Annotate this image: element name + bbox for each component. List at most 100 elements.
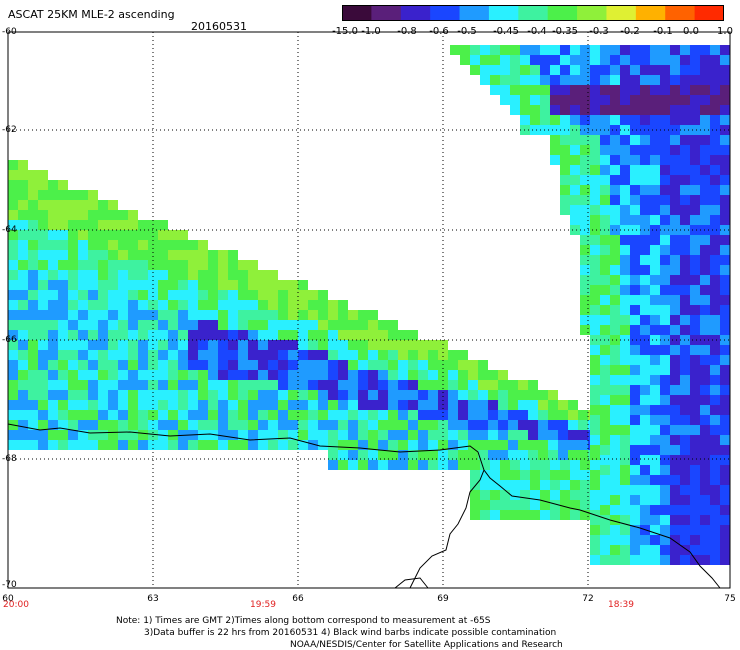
swath-pixel xyxy=(710,195,720,205)
swath-pixel xyxy=(488,400,498,410)
swath-pixel xyxy=(700,345,710,355)
swath-pixel xyxy=(368,430,378,440)
swath-pixel xyxy=(630,455,640,465)
swath-pixel xyxy=(378,460,388,470)
swath-pixel xyxy=(18,410,28,420)
swath-pixel xyxy=(620,55,630,65)
swath-pixel xyxy=(670,145,680,155)
swath-pixel xyxy=(278,420,288,430)
swath-pixel xyxy=(590,375,600,385)
swath-pixel xyxy=(148,250,158,260)
swath-pixel xyxy=(710,375,720,385)
swath-pixel xyxy=(640,245,650,255)
swath-pixel xyxy=(660,505,670,515)
swath-pixel xyxy=(458,410,468,420)
swath-pixel xyxy=(710,255,720,265)
swath-pixel xyxy=(68,320,78,330)
swath-pixel xyxy=(680,275,690,285)
swath-pixel xyxy=(268,370,278,380)
swath-pixel xyxy=(490,500,500,510)
swath-pixel xyxy=(368,450,378,460)
swath-pixel xyxy=(560,75,570,85)
swath-pixel xyxy=(238,440,248,450)
swath-pixel xyxy=(650,405,660,415)
swath-pixel xyxy=(268,290,278,300)
swath-pixel xyxy=(308,430,318,440)
swath-pixel xyxy=(570,215,580,225)
swath-pixel xyxy=(88,440,98,450)
swath-pixel xyxy=(168,400,178,410)
swath-pixel xyxy=(580,45,590,55)
swath-pixel xyxy=(108,370,118,380)
swath-pixel xyxy=(610,375,620,385)
swath-pixel xyxy=(490,490,500,500)
swath-pixel xyxy=(720,545,730,555)
swath-pixel xyxy=(238,400,248,410)
swath-pixel xyxy=(448,450,458,460)
swath-pixel xyxy=(498,430,508,440)
swath-pixel xyxy=(38,170,48,180)
swath-pixel xyxy=(48,390,58,400)
swath-pixel xyxy=(308,410,318,420)
swath-pixel xyxy=(158,410,168,420)
swath-pixel xyxy=(620,245,630,255)
swath-pixel xyxy=(108,390,118,400)
swath-pixel xyxy=(640,185,650,195)
swath-pixel xyxy=(348,410,358,420)
swath-pixel xyxy=(710,465,720,475)
swath-pixel xyxy=(278,410,288,420)
swath-pixel xyxy=(660,415,670,425)
swath-pixel xyxy=(28,310,38,320)
swath-pixel xyxy=(600,305,610,315)
swath-pixel xyxy=(448,440,458,450)
swath-pixel xyxy=(710,265,720,275)
swath-pixel xyxy=(248,290,258,300)
swath-pixel xyxy=(48,380,58,390)
swath-pixel xyxy=(620,365,630,375)
swath-pixel xyxy=(670,115,680,125)
swath-pixel xyxy=(590,315,600,325)
swath-pixel xyxy=(338,370,348,380)
swath-pixel xyxy=(118,290,128,300)
swath-pixel xyxy=(680,265,690,275)
swath-pixel xyxy=(650,55,660,65)
swath-pixel xyxy=(710,285,720,295)
swath-pixel xyxy=(620,165,630,175)
swath-pixel xyxy=(58,250,68,260)
swath-pixel xyxy=(580,490,590,500)
swath-pixel xyxy=(680,465,690,475)
swath-pixel xyxy=(680,95,690,105)
swath-pixel xyxy=(578,450,588,460)
swath-pixel xyxy=(690,95,700,105)
swath-pixel xyxy=(560,175,570,185)
coastline-path xyxy=(394,577,429,589)
swath-pixel xyxy=(610,555,620,565)
swath-pixel xyxy=(8,330,18,340)
swath-pixel xyxy=(238,380,248,390)
swath-pixel xyxy=(358,340,368,350)
swath-pixel xyxy=(500,55,510,65)
swath-pixel xyxy=(610,465,620,475)
swath-pixel xyxy=(278,310,288,320)
swath-pixel xyxy=(710,355,720,365)
swath-pixel xyxy=(570,125,580,135)
swath-pixel xyxy=(148,330,158,340)
swath-pixel xyxy=(128,260,138,270)
swath-pixel xyxy=(388,450,398,460)
swath-pixel xyxy=(570,65,580,75)
swath-pixel xyxy=(590,135,600,145)
swath-pixel xyxy=(188,310,198,320)
swath-pixel xyxy=(158,380,168,390)
swath-pixel xyxy=(28,350,38,360)
swath-pixel xyxy=(188,290,198,300)
swath-pixel xyxy=(128,350,138,360)
swath-pixel xyxy=(518,400,528,410)
swath-pixel xyxy=(630,285,640,295)
swath-pixel xyxy=(480,470,490,480)
swath-pixel xyxy=(358,370,368,380)
swath-pixel xyxy=(558,400,568,410)
swath-pixel xyxy=(148,310,158,320)
swath-pixel xyxy=(58,300,68,310)
swath-pixel xyxy=(118,210,128,220)
